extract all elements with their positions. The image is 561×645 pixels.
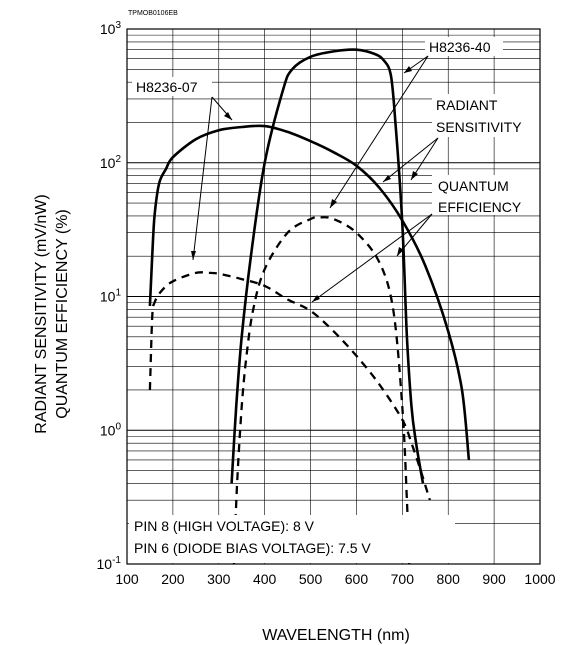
arrowhead [383, 175, 391, 182]
arrow-radiant-to-h8236-07 [382, 137, 439, 183]
annotation-h8236-07: H8236-07 [132, 77, 233, 261]
y-tick-label: 10-1 [97, 555, 122, 572]
x-tick-label: 900 [482, 571, 506, 587]
tick-layer: 100 200 300 400 500 600 700 800 900 100010-110010… [97, 20, 556, 587]
arrowhead [397, 247, 404, 256]
x-tick-label: 500 [299, 571, 323, 587]
x-tick-label: 600 [345, 571, 369, 587]
conditions-note: PIN 8 (HIGH VOLTAGE): 8 V PIN 6 (DIODE B… [129, 515, 455, 563]
annotation-h8236-40: H8236-40 [329, 37, 503, 209]
label-h8236-40: H8236-40 [429, 39, 491, 55]
label-efficiency: EFFICIENCY [438, 199, 522, 215]
condition-pin8: PIN 8 (HIGH VOLTAGE): 8 V [134, 518, 315, 534]
series-h8236-07-quantum-efficiency [148, 271, 431, 501]
x-tick-label: 300 [207, 571, 231, 587]
y-tick-label: 100 [100, 421, 122, 438]
condition-pin6: PIN 6 (DIODE BIAS VOLTAGE): 7.5 V [134, 540, 371, 556]
series-h8236-07-radiant-sensitivity [148, 124, 471, 461]
x-tick-label: 200 [161, 571, 185, 587]
y-axis-title-line-1: RADIANT SENSITIVITY (mV/nW) [33, 194, 50, 433]
arrowhead [411, 171, 418, 180]
arrowhead [330, 199, 337, 208]
arrow-h8236-07-to-quantum [192, 96, 213, 261]
x-tick-label: 800 [437, 571, 461, 587]
x-tick-label: 400 [253, 571, 277, 587]
arrowhead [312, 295, 320, 302]
x-tick-label: 1000 [524, 571, 555, 587]
y-tick-label: 103 [100, 20, 122, 37]
y-axis-title-line-2: QUANTUM EFFICIENCY (%) [54, 209, 71, 418]
series-h8236-40-quantum-efficiency [232, 216, 411, 565]
y-tick-label: 102 [100, 154, 122, 171]
y-tick-label: 101 [100, 288, 122, 305]
arrow-quantum-to-h8236-07 [311, 213, 433, 303]
label-radiant: RADIANT [436, 97, 498, 113]
label-sensitivity: SENSITIVITY [436, 119, 522, 135]
arrow-h8236-40-to-quantum [329, 55, 429, 209]
arrowhead [191, 251, 196, 260]
label-quantum: QUANTUM [438, 178, 509, 194]
arrowhead [224, 112, 232, 120]
x-tick-label: 100 [115, 571, 139, 587]
arrow-quantum-to-h8236-40 [396, 213, 433, 257]
series-h8236-40-radiant-sensitivity [230, 48, 425, 484]
annotation-radiant-sensitivity: RADIANT SENSITIVITY [382, 94, 540, 183]
series-layer [148, 48, 471, 565]
annotation-quantum-efficiency: QUANTUM EFFICIENCY [311, 175, 540, 303]
x-tick-label: 700 [391, 571, 415, 587]
x-axis-title: WAVELENGTH (nm) [262, 627, 410, 644]
plot-frame [126, 28, 541, 565]
label-h8236-07: H8236-07 [136, 79, 198, 95]
arrowhead [404, 66, 412, 73]
figure-code: TPMOB0106EB [128, 10, 178, 17]
